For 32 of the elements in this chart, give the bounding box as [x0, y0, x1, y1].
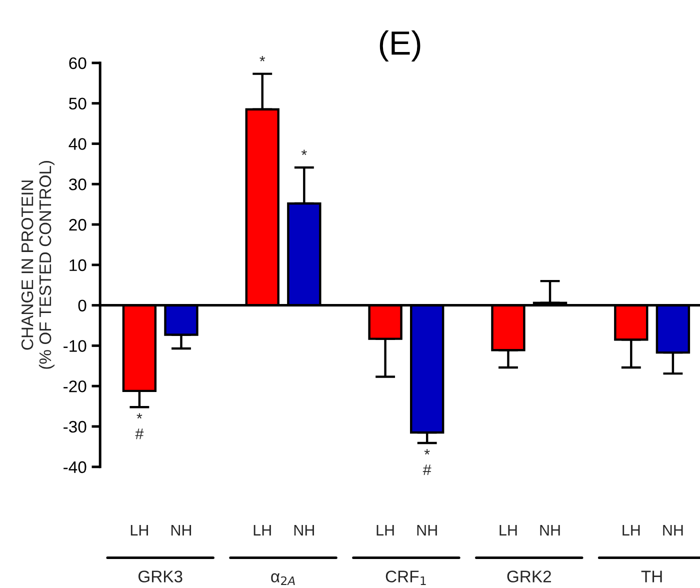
- y-tick-label: 10: [70, 259, 86, 272]
- text: LH: [622, 524, 640, 536]
- x-tick-label: α$_{2A}$: [271, 573, 295, 585]
- text: NH: [294, 524, 314, 536]
- y-tick-label: -30: [64, 420, 86, 433]
- data-label: * #: [422, 449, 432, 476]
- x-tick-label: GRK3: [138, 570, 182, 582]
- text: LH: [130, 524, 148, 536]
- y-tick-label: 60: [69, 57, 86, 70]
- x-tick-label: GRK2: [507, 570, 551, 582]
- text: LH: [500, 524, 517, 536]
- y-tick-label: 0: [78, 300, 86, 312]
- y-tick-label: -10: [64, 340, 86, 352]
- chart-title: (E): [380, 30, 420, 62]
- data-label: * #: [135, 413, 144, 440]
- text: NH: [171, 524, 192, 536]
- y-tick-label: -20: [64, 380, 86, 392]
- y-tick-label: -40: [64, 461, 86, 474]
- data-label: *: [301, 150, 307, 156]
- text: NH: [417, 524, 437, 536]
- y-tick-label: 40: [68, 138, 86, 150]
- x-tick-label: CRF$_{1}$: [386, 570, 426, 585]
- y-tick-label: 20: [69, 218, 86, 231]
- y-tick-label: 30: [69, 178, 86, 190]
- text: NH: [663, 524, 683, 536]
- y-tick-label: 50: [69, 98, 86, 110]
- data-label: *: [260, 56, 266, 62]
- text: NH: [540, 524, 560, 536]
- text: LH: [254, 524, 271, 536]
- text: LH: [376, 524, 394, 536]
- y-axis-title: CHANGE IN PROTEIN (% OF TESTED CONTROL): [21, 160, 54, 369]
- x-tick-label: TH: [641, 570, 662, 582]
